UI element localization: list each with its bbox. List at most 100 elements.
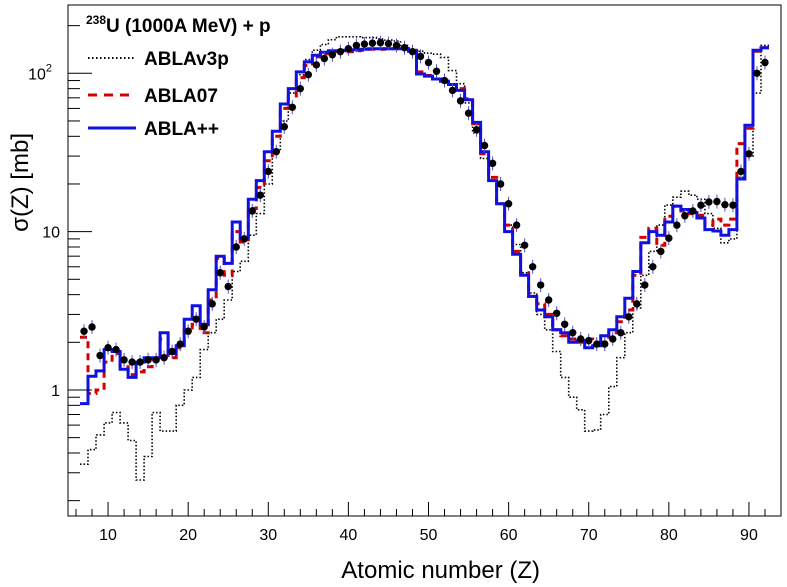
x-tick-label: 80 [660,527,678,544]
data-point [304,70,313,79]
data-point [432,67,441,75]
data-point [472,126,481,134]
data-point [753,69,761,78]
data-point [328,51,337,59]
data-point [336,47,345,56]
data-point [168,347,176,356]
data-point [408,47,417,56]
data-point [729,201,737,209]
data-point [585,336,593,345]
data-point [224,282,232,291]
data-point [713,197,721,206]
data-point [200,323,208,331]
data-point [681,212,689,220]
data-point [569,329,577,337]
data-point [633,300,641,308]
data-point [136,358,144,366]
data-point [697,201,705,209]
x-tick-label: 90 [740,527,758,544]
y-axis-title: σ(Z) [mb] [7,133,34,232]
data-point [665,234,673,242]
data-point [424,58,433,67]
data-point [705,198,713,206]
data-point [625,313,633,321]
data-point [352,41,361,50]
title-main: U (1000A MeV) + p [106,16,271,37]
data-point [464,109,473,117]
plot-frame [67,4,782,517]
legend-label-abla07: ABLA07 [144,86,218,107]
data-point [496,180,505,188]
data-point [280,123,289,131]
data-point [88,323,96,331]
data-point [376,39,385,47]
data-point [528,263,537,271]
data-point [184,327,192,335]
data-point [737,167,745,176]
y-tick-label: 1 [51,383,60,400]
data-point [80,327,88,335]
data-point [504,200,513,208]
data-point [144,356,152,364]
data-point [721,200,729,209]
title-superscript: 238 [86,13,106,27]
data-point [544,296,553,304]
data-point [552,309,561,317]
y-tick-label: 102 [28,62,52,83]
data-point [577,335,585,343]
x-tick-label: 10 [99,527,117,544]
data-point [296,84,305,93]
data-point [112,345,120,354]
data-point [593,340,601,348]
data-point [368,39,377,47]
data-point [264,167,272,176]
data-point [192,315,200,323]
data-point [456,97,465,105]
data-point [216,269,224,277]
chart-title: 238U (1000A MeV) + p [86,13,271,37]
svg-text:238U (1000A MeV) + p: 238U (1000A MeV) + p [86,13,271,37]
x-tick-label: 30 [259,527,277,544]
data-point [601,340,609,348]
data-point [240,235,248,243]
data-point [416,52,425,61]
data-point [689,207,697,215]
x-tick-label: 20 [179,527,197,544]
data-point [673,221,681,229]
data-point [488,159,497,168]
data-point [745,150,753,158]
data-point [520,241,529,249]
data-point [96,351,104,360]
series-line-ablapp [80,46,769,406]
y-tick-label: 10 [42,225,60,242]
data-point [657,247,665,256]
legend-label-ablav3p: ABLAv3p [144,49,229,70]
data-point [232,243,240,251]
data-point [176,340,184,348]
x-tick-label: 70 [580,527,598,544]
data-point [360,40,369,48]
data-point [104,343,112,352]
x-tick-label: 40 [339,527,357,544]
data-point [560,320,569,328]
data-point [256,191,264,199]
axes-layer: 10 20 30 40 50 60 70 80 90 1 10 102 [28,25,766,544]
data-point [288,103,297,111]
data-point [617,329,625,337]
x-tick-label: 50 [420,527,438,544]
data-point [320,54,329,63]
data-point [641,281,649,289]
data-point [160,353,168,362]
data-point [128,358,136,366]
data-point [152,356,160,364]
data-point [384,39,393,48]
series-layer [80,35,769,481]
data-point [448,86,457,95]
legend-label-ablapp: ABLA++ [144,119,219,140]
data-point [649,263,657,271]
data-point [536,281,545,289]
data-point [120,356,128,364]
legend: ABLAv3p ABLA07 ABLA++ [88,49,229,140]
data-point [312,61,321,69]
